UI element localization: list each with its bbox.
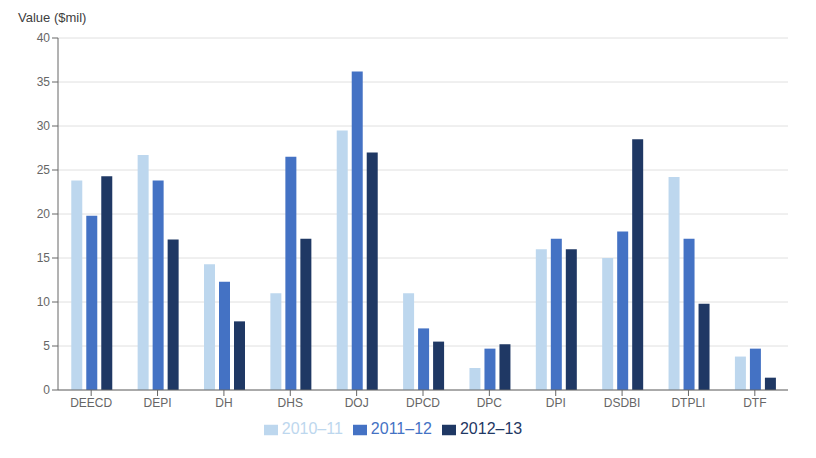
- svg-text:DPC: DPC: [477, 396, 503, 410]
- svg-text:DHS: DHS: [278, 396, 303, 410]
- svg-text:DEECD: DEECD: [70, 396, 112, 410]
- svg-text:10: 10: [37, 295, 51, 309]
- svg-text:30: 30: [37, 119, 51, 133]
- html-text:2011–12: 2011–12: [370, 420, 432, 437]
- svg-text:DSDBI: DSDBI: [604, 396, 641, 410]
- html-text:2010–11: 2010–11: [281, 420, 343, 437]
- svg-text:DPI: DPI: [546, 396, 566, 410]
- svg-text:0: 0: [43, 383, 50, 397]
- svg-text:35: 35: [37, 75, 51, 89]
- svg-text:15: 15: [37, 251, 51, 265]
- svg-text:40: 40: [37, 31, 51, 45]
- html-text:Value ($mil): Value ($mil): [18, 10, 87, 25]
- html-text:2012–13: 2012–13: [460, 420, 523, 437]
- svg-text:DOJ: DOJ: [345, 396, 369, 410]
- svg-text:DH: DH: [215, 396, 232, 410]
- svg-text:DPCD: DPCD: [406, 396, 440, 410]
- svg-text:25: 25: [37, 163, 51, 177]
- svg-text:DEPI: DEPI: [144, 396, 172, 410]
- svg-text:DTPLI: DTPLI: [671, 396, 705, 410]
- svg-text:DTF: DTF: [743, 396, 766, 410]
- svg-text:20: 20: [37, 207, 51, 221]
- svg-text:5: 5: [43, 339, 50, 353]
